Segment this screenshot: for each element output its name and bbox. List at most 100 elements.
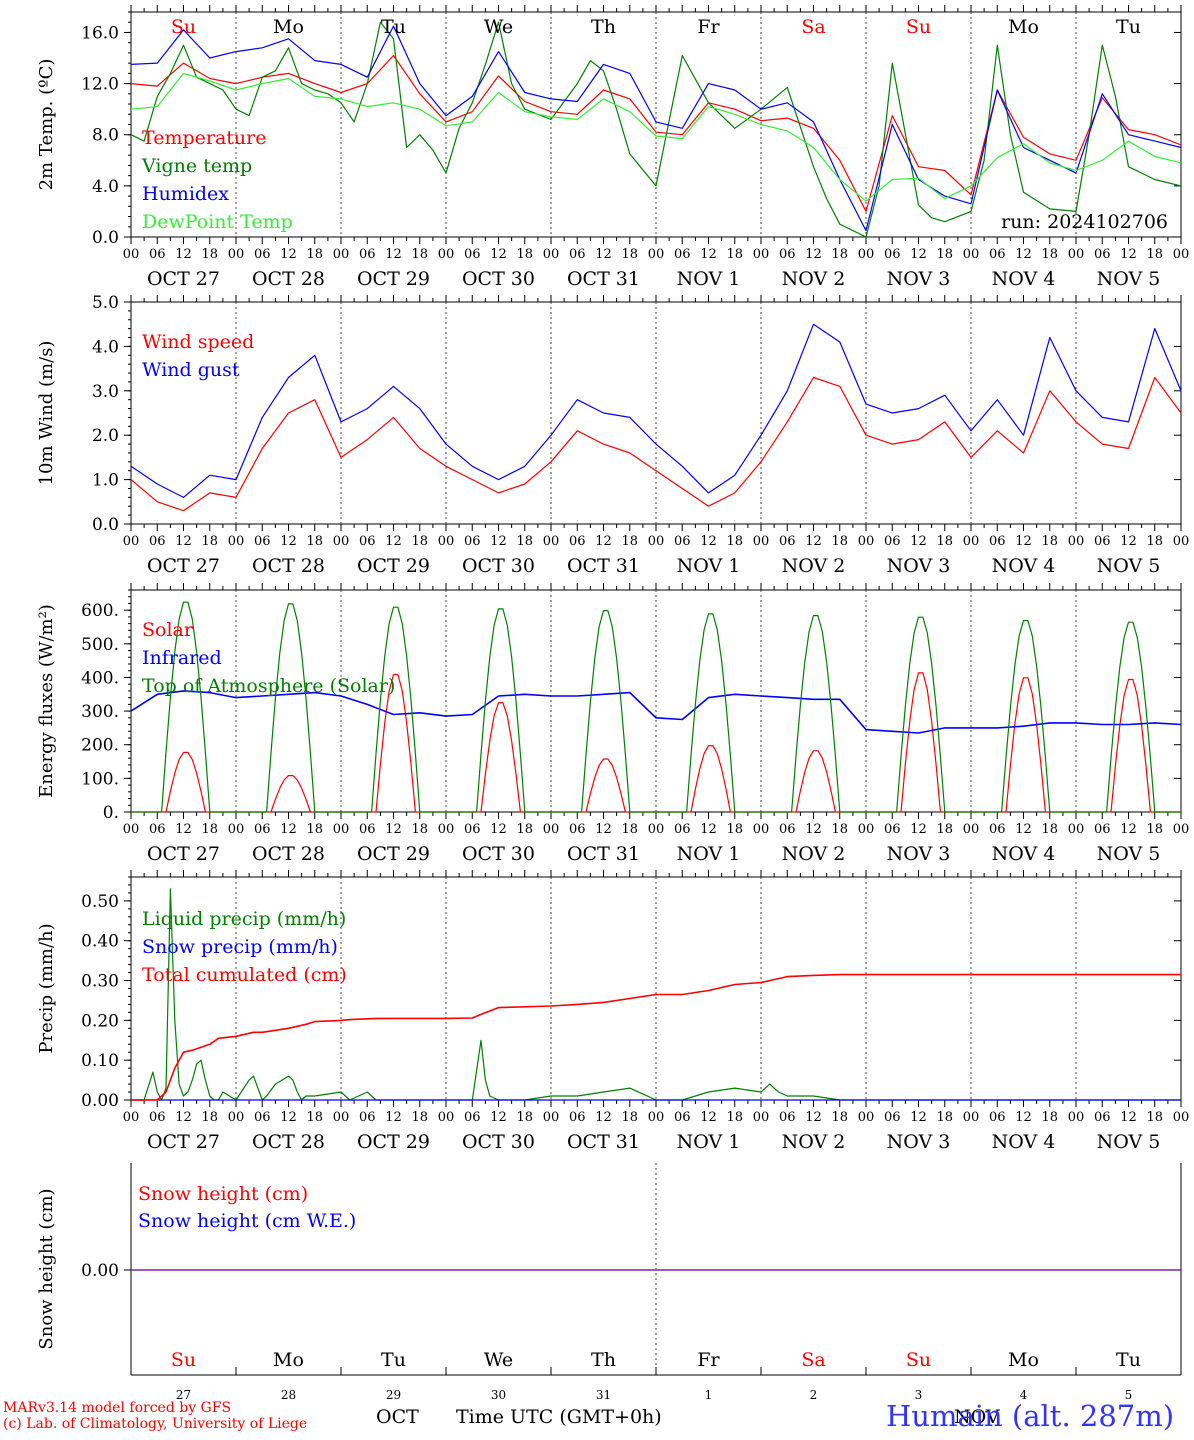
series-line-wind-speed	[130, 376, 1182, 512]
y-tick-label: 0.40	[81, 932, 119, 952]
y-tick-label: 5.0	[92, 293, 119, 313]
date-label: OCT 29	[357, 268, 430, 290]
hour-tick-label: 18	[936, 822, 953, 837]
hour-tick-label: 18	[516, 534, 533, 549]
hour-tick-label: 06	[569, 247, 586, 262]
y-tick-label: 16.0	[81, 23, 119, 43]
date-label: NOV 4	[992, 268, 1056, 290]
hour-tick-label: 18	[936, 534, 953, 549]
hour-tick-label: 06	[674, 534, 691, 549]
y-tick-label: 0.30	[81, 972, 119, 992]
hour-tick-label: 18	[306, 534, 323, 549]
y-tick-label: 600.	[81, 601, 119, 621]
hour-tick-label: 12	[700, 534, 717, 549]
day-number: 28	[281, 1388, 296, 1402]
hour-tick-label: 18	[516, 247, 533, 262]
hour-tick-label: 06	[674, 822, 691, 837]
hour-tick-label: 00	[543, 822, 560, 837]
day-number: 30	[491, 1388, 506, 1402]
hour-tick-label: 06	[149, 822, 166, 837]
hour-tick-label: 12	[1015, 822, 1032, 837]
day-number: 29	[386, 1388, 401, 1402]
y-tick-label: 0.10	[81, 1051, 119, 1071]
hour-tick-label: 18	[1146, 534, 1163, 549]
hour-tick-label: 06	[779, 822, 796, 837]
hour-tick-label: 18	[1146, 247, 1163, 262]
date-label: NOV 2	[782, 1131, 846, 1153]
hour-tick-label: 12	[175, 1110, 192, 1125]
hour-tick-label: 06	[1094, 822, 1111, 837]
date-label: OCT 28	[252, 268, 325, 290]
day-name-bottom: Th	[591, 1349, 616, 1371]
hour-tick-label: 06	[149, 1110, 166, 1125]
hour-tick-label: 12	[805, 1110, 822, 1125]
hour-tick-label: 06	[884, 534, 901, 549]
y-axis-label: 10m Wind (m/s)	[36, 341, 57, 486]
date-label: OCT 31	[567, 268, 640, 290]
date-label: NOV 3	[887, 268, 951, 290]
date-label: NOV 1	[677, 555, 741, 577]
hour-tick-label: 00	[333, 534, 350, 549]
hour-tick-label: 00	[543, 247, 560, 262]
day-name-top: Mo	[1008, 16, 1039, 38]
hour-tick-label: 00	[123, 247, 140, 262]
y-tick-label: 8.0	[92, 126, 119, 146]
hour-tick-label: 12	[280, 822, 297, 837]
hour-tick-label: 00	[858, 247, 875, 262]
hour-tick-label: 06	[989, 1110, 1006, 1125]
date-label: NOV 1	[677, 268, 741, 290]
panel-2: 0.0 1.0 2.0 3.0 4.0 5.0 Wind speed Wind gust 10m…	[36, 293, 1189, 577]
hour-tick-label: 00	[438, 247, 455, 262]
hour-tick-label: 18	[726, 534, 743, 549]
date-label: OCT 30	[462, 268, 535, 290]
hour-tick-label: 00	[1173, 534, 1190, 549]
hour-tick-label: 06	[569, 1110, 586, 1125]
hour-tick-label: 12	[280, 1110, 297, 1125]
hour-tick-label: 18	[411, 534, 428, 549]
legend-item: Snow precip (mm/h)	[142, 936, 338, 958]
hour-tick-label: 06	[989, 534, 1006, 549]
hour-tick-label: 00	[438, 822, 455, 837]
hour-tick-label: 12	[490, 534, 507, 549]
day-name-bottom: Sa	[801, 1349, 825, 1371]
hour-tick-label: 06	[254, 247, 271, 262]
date-label: OCT 27	[147, 1131, 220, 1153]
hour-tick-label: 00	[438, 534, 455, 549]
hour-tick-label: 18	[1041, 822, 1058, 837]
panel-4: 0.00 0.10 0.20 0.30 0.40 0.50 Liquid precip (m…	[36, 870, 1189, 1153]
hour-tick-label: 00	[648, 1110, 665, 1125]
hour-tick-label: 00	[648, 247, 665, 262]
date-label: NOV 5	[1097, 843, 1161, 865]
hour-tick-label: 12	[1120, 1110, 1137, 1125]
hour-tick-label: 12	[595, 247, 612, 262]
time-axis-label: Time UTC (GMT+0h)	[456, 1406, 662, 1428]
date-label: OCT 27	[147, 268, 220, 290]
y-tick-label: 300.	[81, 702, 119, 722]
hour-tick-label: 18	[1041, 534, 1058, 549]
day-name-top: Su	[906, 16, 931, 38]
y-tick-label: 400.	[81, 668, 119, 688]
hour-tick-label: 00	[1068, 247, 1085, 262]
date-label: NOV 3	[887, 555, 951, 577]
location-label: Humain (alt. 287m)	[886, 1399, 1175, 1433]
hour-tick-label: 12	[700, 822, 717, 837]
hour-tick-label: 00	[228, 822, 245, 837]
legend-item: Wind speed	[142, 331, 254, 353]
date-label: NOV 4	[992, 1131, 1056, 1153]
hour-tick-label: 12	[595, 822, 612, 837]
legend-item: Solar	[142, 619, 194, 641]
hour-tick-label: 06	[884, 1110, 901, 1125]
legend-item: Total cumulated (cm)	[142, 964, 347, 986]
hour-tick-label: 18	[726, 247, 743, 262]
hour-tick-label: 12	[910, 534, 927, 549]
hour-tick-label: 18	[726, 1110, 743, 1125]
y-tick-label: 1.0	[92, 471, 119, 491]
y-tick-label: 3.0	[92, 382, 119, 402]
y-axis-label: Precip (mm/h)	[36, 923, 57, 1053]
hour-tick-label: 18	[1041, 247, 1058, 262]
hour-tick-label: 18	[306, 1110, 323, 1125]
y-tick-label: 100.	[81, 769, 119, 789]
hour-tick-label: 12	[175, 822, 192, 837]
y-tick-label: 0.20	[81, 1011, 119, 1031]
